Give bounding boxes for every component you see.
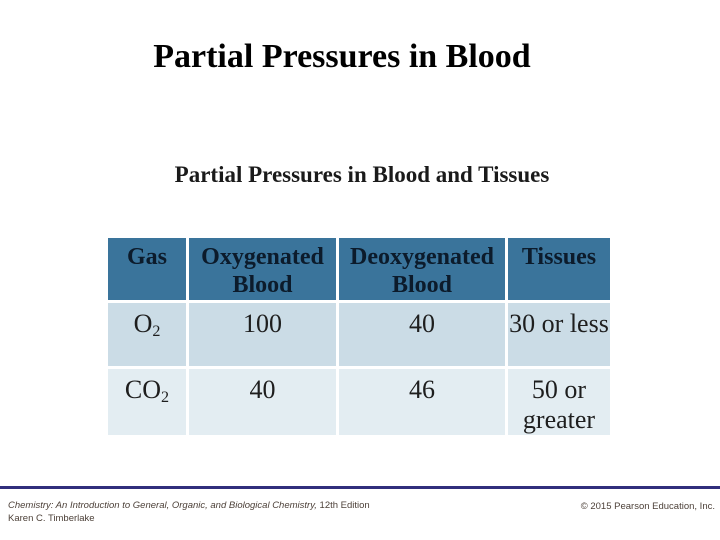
column-header-oxygenated-blood: Oxygenated Blood [189, 238, 336, 300]
gas-symbol: CO [124, 375, 162, 404]
cell-o2-oxygenated: 100 [189, 303, 336, 366]
table-row-co2: CO2 40 46 50 or greater [108, 369, 610, 435]
gas-symbol: O [133, 309, 153, 338]
footer-book-line: Chemistry: An Introduction to General, O… [8, 499, 488, 512]
footer-citation: Chemistry: An Introduction to General, O… [8, 499, 488, 525]
footer-book-title: Chemistry: An Introduction to General, O… [8, 500, 317, 511]
column-header-deoxygenated-blood: Deoxygenated Blood [339, 238, 505, 300]
column-header-tissues: Tissues [508, 238, 610, 300]
gas-formula-o2: O2 [108, 303, 186, 366]
gas-formula-co2: CO2 [108, 369, 186, 435]
cell-co2-oxygenated: 40 [189, 369, 336, 435]
cell-co2-deoxygenated: 46 [339, 369, 505, 435]
table-header-row: Gas Oxygenated Blood Deoxygenated Blood … [108, 238, 610, 300]
table-row-o2: O2 100 40 30 or less [108, 303, 610, 366]
gas-subscript: 2 [161, 389, 170, 407]
partial-pressures-table: Gas Oxygenated Blood Deoxygenated Blood … [105, 235, 613, 438]
footer-edition: 12th Edition [316, 500, 370, 511]
cell-o2-tissues: 30 or less [508, 303, 610, 366]
cell-co2-tissues: 50 or greater [508, 369, 610, 435]
footer-divider-line [0, 486, 720, 489]
column-header-gas: Gas [108, 238, 186, 300]
cell-o2-deoxygenated: 40 [339, 303, 505, 366]
slide-title: Partial Pressures in Blood [153, 38, 531, 75]
footer-author: Karen C. Timberlake [8, 513, 95, 524]
footer-copyright: © 2015 Pearson Education, Inc. [580, 501, 715, 512]
gas-subscript: 2 [152, 323, 161, 341]
slide-subtitle: Partial Pressures in Blood and Tissues [174, 162, 550, 187]
